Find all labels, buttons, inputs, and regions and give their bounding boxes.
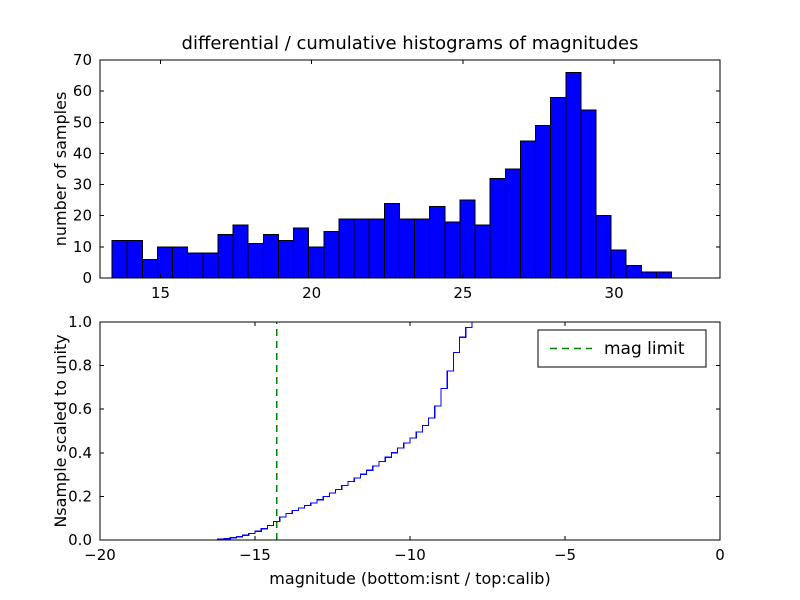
y-tick-label: 0.4: [68, 444, 92, 462]
axes-frame: [99, 59, 721, 279]
histogram-bar: [580, 109, 597, 279]
bottom-cumulative-plot: −20 −15 −10 −5 0 0.0 0.2 0.4 0.6 0.8 1.0: [68, 313, 725, 564]
histogram-bar: [565, 72, 582, 279]
histogram-bar: [293, 227, 310, 279]
legend-label: mag limit: [604, 339, 685, 359]
histogram-bar: [338, 218, 355, 279]
histogram-bar: [519, 140, 537, 279]
histogram-bar: [277, 240, 295, 279]
histogram-bar: [202, 252, 219, 279]
histogram-bar: [126, 240, 143, 279]
x-tick-label: 0: [715, 546, 725, 564]
histogram-bar: [157, 246, 174, 279]
top-histogram-plot: 15 20 25 30 0 10 20 30 40 50 60 70: [73, 51, 721, 302]
x-tick-label: −15: [239, 546, 271, 564]
y-tick-label: 30: [73, 176, 92, 194]
histogram-bar: [429, 205, 446, 279]
y-tick-label: 1.0: [68, 313, 92, 331]
histogram-bar: [262, 233, 279, 279]
legend: mag limit: [537, 329, 707, 368]
histogram-bar: [504, 168, 521, 279]
histogram-bar: [383, 202, 400, 279]
histogram-bar: [489, 177, 506, 279]
y-tick-label: 70: [73, 51, 92, 69]
histogram-bar: [187, 252, 204, 279]
x-tick-label: −20: [84, 546, 116, 564]
histogram-bar: [459, 199, 476, 279]
cumulative-step-line: [217, 321, 479, 540]
y-tick-label: 0.0: [68, 531, 92, 549]
bottom-x-axis-label: magnitude (bottom:isnt / top:calib): [269, 569, 550, 588]
histogram-bar: [217, 233, 234, 279]
histogram-bar: [172, 246, 189, 279]
x-tick-label: 15: [151, 284, 170, 302]
histogram-bar: [625, 265, 642, 279]
histogram-bar: [640, 271, 658, 279]
x-tick-label: 30: [605, 284, 624, 302]
histogram-bar: [550, 96, 567, 279]
y-tick-label: 0: [82, 269, 92, 287]
histogram-bar: [247, 243, 264, 279]
x-tick-label: 20: [302, 284, 321, 302]
histogram-bar: [656, 271, 673, 279]
y-tick-label: 60: [73, 82, 92, 100]
y-tick-label: 0.2: [68, 487, 92, 505]
top-y-axis-label: number of samples: [51, 92, 70, 247]
y-tick-label: 50: [73, 113, 92, 131]
x-tick-label: −10: [394, 546, 426, 564]
histogram-bar: [595, 215, 612, 279]
y-tick-label: 20: [73, 207, 92, 225]
histogram-bar: [308, 246, 325, 279]
y-tick-label: 10: [73, 238, 92, 256]
histogram-bar: [111, 240, 128, 279]
x-tick-label: 25: [453, 284, 472, 302]
y-tick-label: 40: [73, 144, 92, 162]
y-tick-label: 0.8: [68, 357, 92, 375]
histogram-bar: [414, 218, 431, 279]
histogram-bar: [535, 124, 552, 279]
bottom-y-axis-label: Nsample scaled to unity: [51, 334, 70, 527]
histogram-bar: [444, 221, 461, 279]
figure-title: differential / cumulative histograms of …: [182, 33, 639, 54]
histogram-bar: [353, 218, 370, 279]
histogram-bar: [368, 218, 385, 279]
histogram-bar: [141, 258, 159, 279]
histogram-bar: [323, 230, 340, 279]
histogram-bar: [398, 218, 415, 279]
histogram-bar: [610, 249, 627, 279]
histogram-bar: [474, 224, 491, 279]
histogram-bar: [232, 224, 249, 279]
x-tick-label: −5: [554, 546, 576, 564]
y-tick-label: 0.6: [68, 400, 92, 418]
